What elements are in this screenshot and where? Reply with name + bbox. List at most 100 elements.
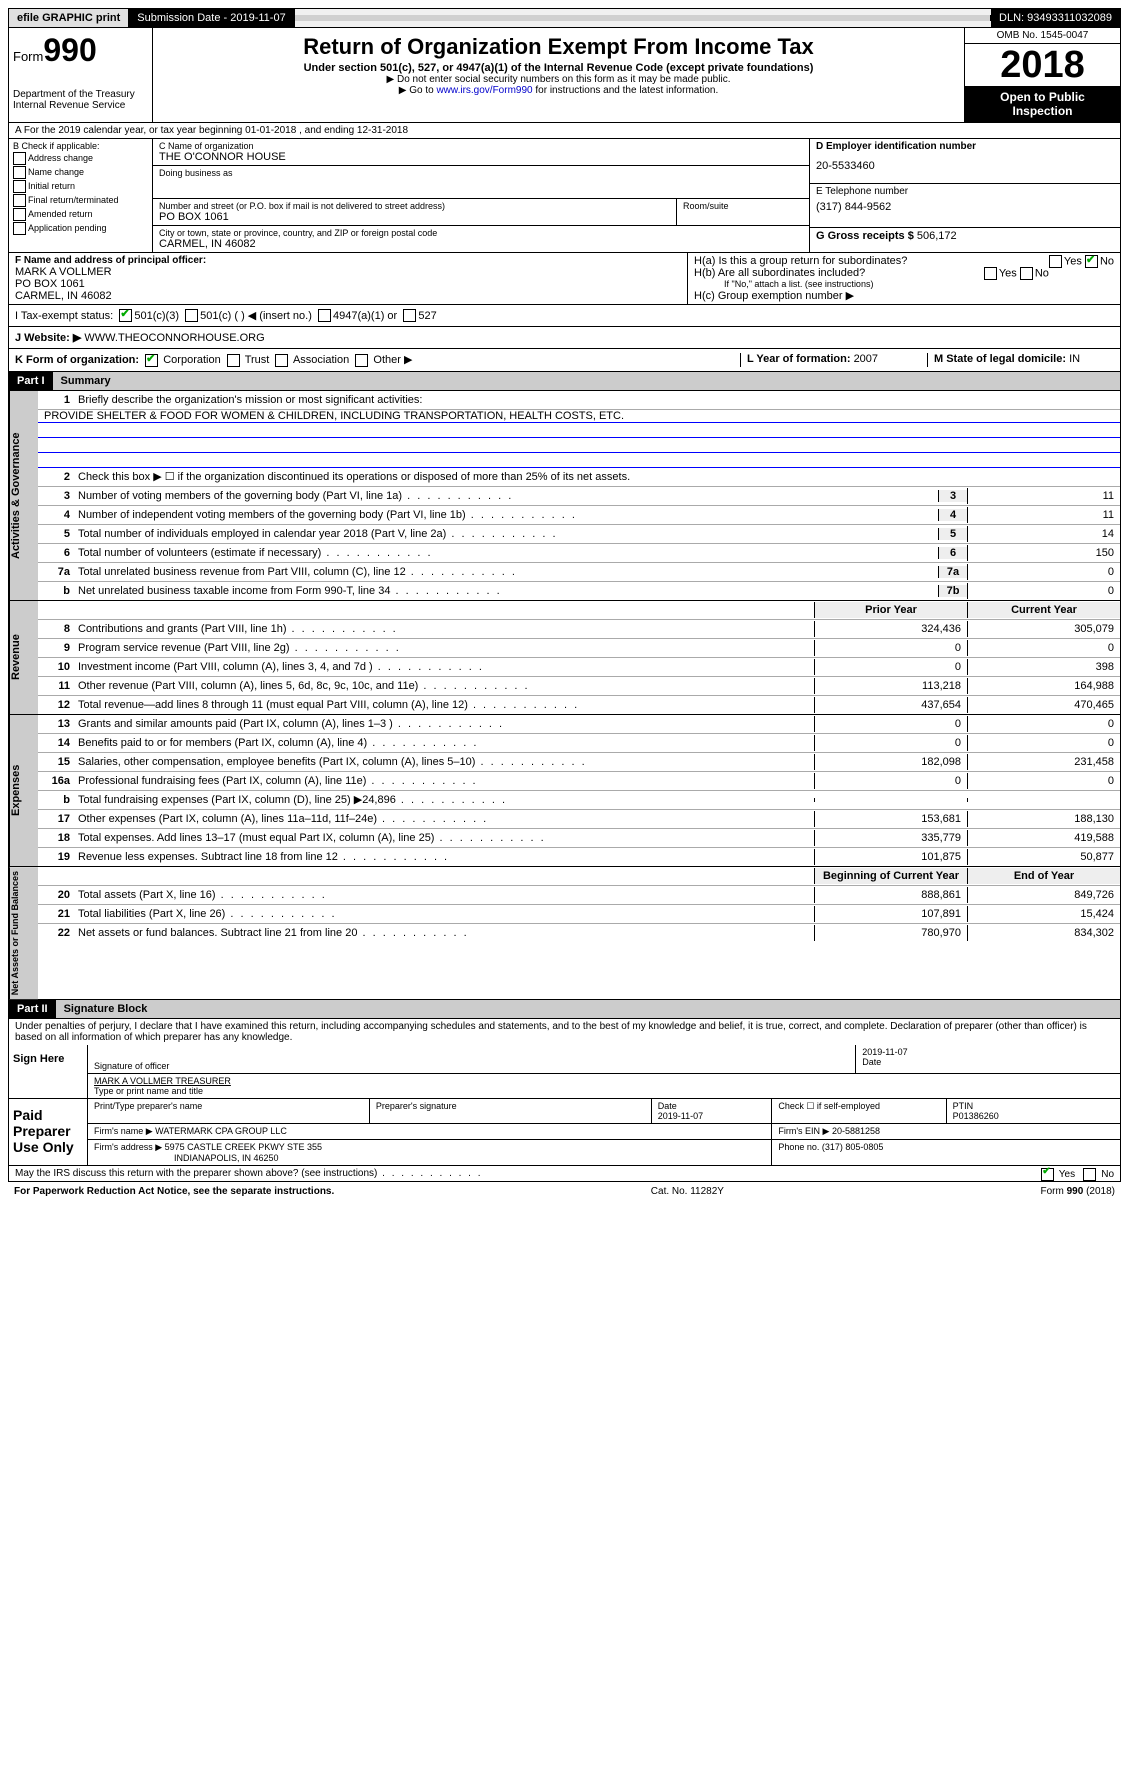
chk-501c[interactable] [185,309,198,322]
pra-notice: For Paperwork Reduction Act Notice, see … [14,1186,334,1197]
cat-no: Cat. No. 11282Y [651,1186,724,1197]
summary-row: 20Total assets (Part X, line 16)888,8618… [38,886,1120,905]
dba-cell: Doing business as [153,166,809,199]
gross-cell: G Gross receipts $ 506,172 [810,228,1120,252]
chk-other[interactable] [355,354,368,367]
chk-amended[interactable]: Amended return [13,208,148,221]
prep-sig: Preparer's signature [370,1099,652,1123]
year-formation: L Year of formation: 2007 [740,353,927,367]
chk-initial-return[interactable]: Initial return [13,180,148,193]
form-subtitle: Under section 501(c), 527, or 4947(a)(1)… [157,62,960,74]
top-spacer [295,15,991,21]
part2-header: Part II Signature Block [8,1000,1121,1019]
col-b-checkboxes: B Check if applicable: Address change Na… [9,139,153,252]
chk-trust[interactable] [227,354,240,367]
part1-header: Part I Summary [8,372,1121,391]
summary-row: 3Number of voting members of the governi… [38,487,1120,506]
omb-number: OMB No. 1545-0047 [965,28,1120,44]
chk-501c3[interactable] [119,309,132,322]
dept-treasury: Department of the Treasury Internal Reve… [13,89,148,111]
form-title: Return of Organization Exempt From Incom… [157,34,960,60]
line1-desc: Briefly describe the organization's miss… [74,392,1120,408]
head-curr: Current Year [967,602,1120,618]
expenses-label: Expenses [9,715,38,866]
head-end: End of Year [967,868,1120,884]
top-bar: efile GRAPHIC print Submission Date - 20… [8,8,1121,28]
chk-app-pending[interactable]: Application pending [13,222,148,235]
summary-row: 22Net assets or fund balances. Subtract … [38,924,1120,942]
summary-row: 21Total liabilities (Part X, line 26)107… [38,905,1120,924]
firm-ein: Firm's EIN ▶ 20-5881258 [772,1124,1120,1139]
summary-row: 7aTotal unrelated business revenue from … [38,563,1120,582]
netassets-label: Net Assets or Fund Balances [9,867,38,999]
form-note1: ▶ Do not enter social security numbers o… [157,74,960,85]
state-domicile: M State of legal domicile: IN [927,353,1114,367]
officer-sig: Signature of officer [88,1045,856,1073]
footer: For Paperwork Reduction Act Notice, see … [8,1182,1121,1201]
summary-row: bTotal fundraising expenses (Part IX, co… [38,791,1120,810]
chk-name-change[interactable]: Name change [13,166,148,179]
block-officer: F Name and address of principal officer:… [8,253,1121,305]
org-name-cell: C Name of organization THE O'CONNOR HOUS… [153,139,809,165]
prep-name: Print/Type preparer's name [88,1099,370,1123]
form-header: Form990 Department of the Treasury Inter… [8,28,1121,123]
h-c-label: H(c) Group exemption number ▶ [694,289,1114,302]
prep-date: Date2019-11-07 [652,1099,773,1123]
chk-4947[interactable] [318,309,331,322]
mission-text: PROVIDE SHELTER & FOOD FOR WOMEN & CHILD… [38,410,1120,423]
summary-row: 19Revenue less expenses. Subtract line 1… [38,848,1120,866]
row-k-org-form: K Form of organization: Corporation Trus… [8,349,1121,372]
summary-row: 8Contributions and grants (Part VIII, li… [38,620,1120,639]
chk-address-change[interactable]: Address change [13,152,148,165]
dln: DLN: 93493311032089 [991,9,1120,27]
form-number: Form990 [13,32,148,69]
h-b-label: H(b) Are all subordinates included? [694,267,865,279]
summary-row: 18Total expenses. Add lines 13–17 (must … [38,829,1120,848]
summary-row: 17Other expenses (Part IX, column (A), l… [38,810,1120,829]
irs-link[interactable]: www.irs.gov/Form990 [436,85,532,96]
head-begin: Beginning of Current Year [814,868,967,884]
phone-cell: E Telephone number (317) 844-9562 [810,184,1120,229]
revenue-label: Revenue [9,601,38,714]
tax-year: 2018 [965,44,1120,86]
ptin: PTINP01386260 [947,1099,1120,1123]
summary-row: 11Other revenue (Part VIII, column (A), … [38,677,1120,696]
summary-row: bNet unrelated business taxable income f… [38,582,1120,600]
h-a-label: H(a) Is this a group return for subordin… [694,255,907,267]
chk-final-return[interactable]: Final return/terminated [13,194,148,207]
principal-officer: F Name and address of principal officer:… [9,253,688,304]
summary-row: 6Total number of volunteers (estimate if… [38,544,1120,563]
firm-addr: Firm's address ▶ 5975 CASTLE CREEK PKWY … [88,1140,772,1165]
chk-corp[interactable] [145,354,158,367]
efile-label[interactable]: efile GRAPHIC print [9,9,129,27]
summary-row: 15Salaries, other compensation, employee… [38,753,1120,772]
sig-date: 2019-11-07Date [856,1045,1120,1073]
row-j-website: J Website: ▶ WWW.THEOCONNORHOUSE.ORG [8,327,1121,349]
sign-here-label: Sign Here [9,1045,88,1098]
firm-phone: Phone no. (317) 805-0805 [772,1140,1120,1165]
room-cell: Room/suite [677,199,809,225]
officer-name: MARK A VOLLMER TREASURER Type or print n… [88,1074,1120,1098]
section-revenue: Revenue Prior Year Current Year 8Contrib… [8,601,1121,715]
summary-row: 5Total number of individuals employed in… [38,525,1120,544]
chk-527[interactable] [403,309,416,322]
line2-desc: Check this box ▶ ☐ if the organization d… [74,468,1120,485]
chk-assoc[interactable] [275,354,288,367]
summary-row: 10Investment income (Part VIII, column (… [38,658,1120,677]
summary-row: 4Number of independent voting members of… [38,506,1120,525]
section-netassets: Net Assets or Fund Balances Beginning of… [8,867,1121,1000]
row-i-tax-status: I Tax-exempt status: 501(c)(3) 501(c) ( … [8,305,1121,327]
open-inspection: Open to Public Inspection [965,86,1120,122]
self-employed: Check ☐ if self-employed [772,1099,946,1123]
h-b-note: If "No," attach a list. (see instruction… [694,279,1114,289]
signature-block: Under penalties of perjury, I declare th… [8,1019,1121,1182]
group-return: H(a) Is this a group return for subordin… [688,253,1120,304]
summary-row: 16aProfessional fundraising fees (Part I… [38,772,1120,791]
section-expenses: Expenses 13Grants and similar amounts pa… [8,715,1121,867]
governance-label: Activities & Governance [9,391,38,600]
row-a-period: A For the 2019 calendar year, or tax yea… [8,123,1121,139]
summary-row: 12Total revenue—add lines 8 through 11 (… [38,696,1120,714]
summary-row: 9Program service revenue (Part VIII, lin… [38,639,1120,658]
form-note2: ▶ Go to www.irs.gov/Form990 for instruct… [157,85,960,96]
ein-cell: D Employer identification number 20-5533… [810,139,1120,184]
